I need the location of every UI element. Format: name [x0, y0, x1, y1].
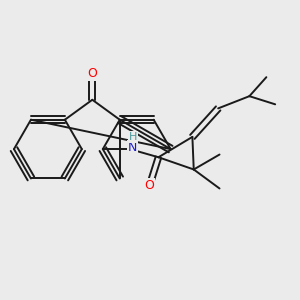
- Text: H: H: [128, 132, 137, 142]
- Text: O: O: [144, 179, 154, 192]
- Text: N: N: [128, 141, 137, 154]
- Text: O: O: [87, 68, 97, 80]
